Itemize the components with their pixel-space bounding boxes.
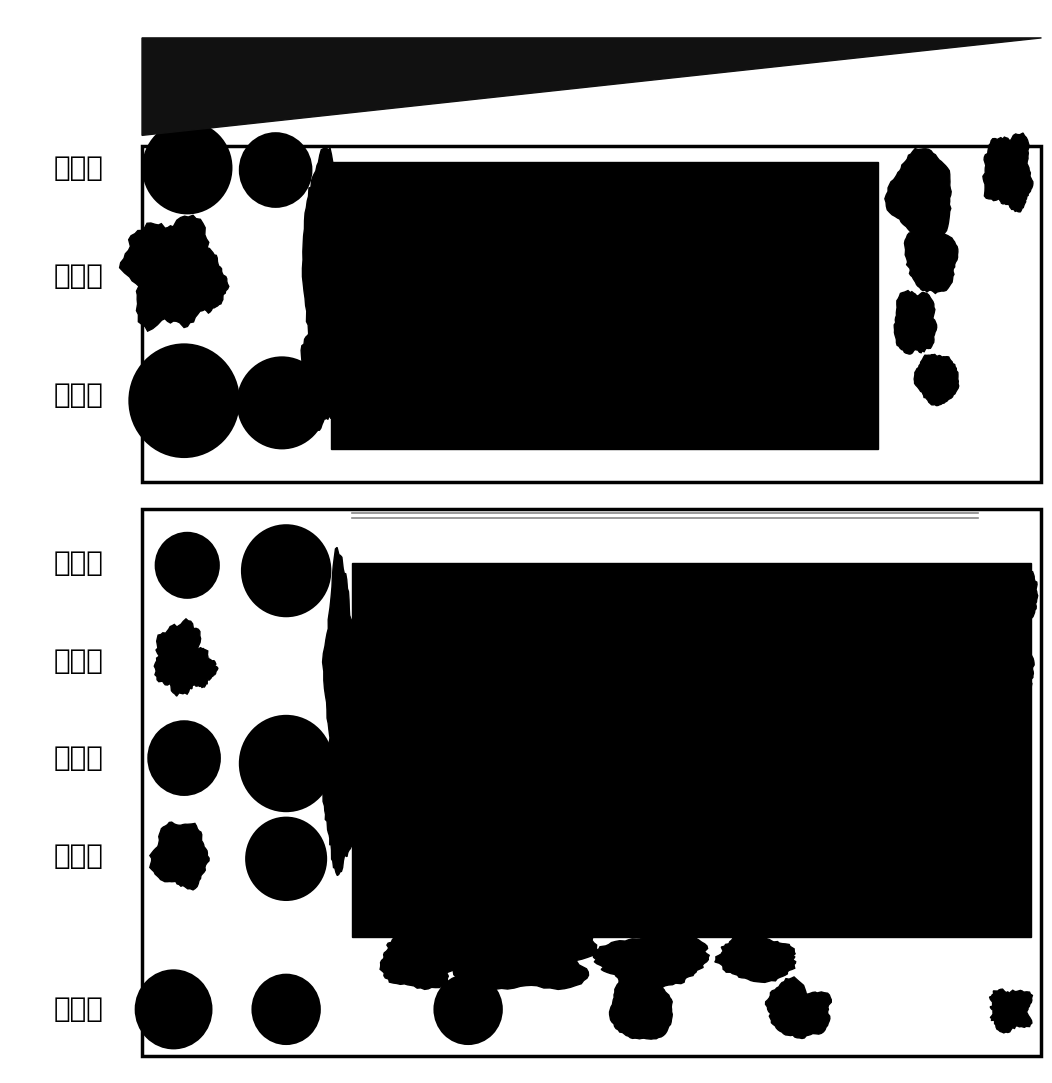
- Circle shape: [136, 970, 211, 1048]
- Bar: [142, 509, 1041, 1056]
- Polygon shape: [997, 166, 1033, 212]
- Polygon shape: [990, 798, 1028, 844]
- Polygon shape: [894, 290, 936, 354]
- Circle shape: [493, 820, 569, 898]
- Circle shape: [129, 344, 239, 457]
- Polygon shape: [183, 648, 218, 688]
- Text: 第四组: 第四组: [54, 549, 104, 577]
- Polygon shape: [914, 354, 958, 406]
- Text: 第八组: 第八组: [54, 995, 104, 1023]
- Polygon shape: [996, 644, 1034, 700]
- Circle shape: [242, 525, 330, 616]
- Circle shape: [246, 818, 326, 900]
- Text: 第七组: 第七组: [54, 841, 104, 870]
- Polygon shape: [323, 723, 355, 875]
- Circle shape: [252, 975, 320, 1044]
- Polygon shape: [155, 618, 206, 696]
- Bar: [142, 146, 1041, 482]
- Text: 第二组: 第二组: [54, 262, 104, 290]
- Polygon shape: [323, 547, 360, 785]
- Polygon shape: [300, 325, 343, 433]
- Polygon shape: [593, 935, 709, 990]
- Polygon shape: [178, 248, 228, 313]
- Circle shape: [240, 133, 311, 207]
- Polygon shape: [302, 146, 346, 374]
- Circle shape: [148, 721, 220, 795]
- Polygon shape: [120, 216, 214, 331]
- Polygon shape: [380, 927, 464, 990]
- Polygon shape: [990, 989, 1032, 1033]
- Text: 第五组: 第五组: [54, 647, 104, 675]
- Text: 第一组: 第一组: [54, 154, 104, 182]
- Polygon shape: [149, 822, 209, 890]
- Polygon shape: [442, 917, 596, 990]
- Circle shape: [238, 357, 326, 448]
- Bar: [352, 563, 1031, 937]
- Polygon shape: [609, 978, 672, 1039]
- Polygon shape: [142, 38, 1041, 135]
- Bar: [331, 162, 878, 449]
- Polygon shape: [983, 133, 1030, 205]
- Polygon shape: [995, 566, 1037, 626]
- Polygon shape: [766, 977, 831, 1039]
- Circle shape: [240, 716, 332, 811]
- Polygon shape: [992, 719, 1029, 775]
- Polygon shape: [714, 935, 795, 982]
- Text: 第三组: 第三组: [54, 381, 104, 409]
- Polygon shape: [885, 148, 951, 239]
- Circle shape: [434, 975, 502, 1044]
- Text: 第六组: 第六组: [54, 744, 104, 772]
- Polygon shape: [905, 227, 958, 293]
- Circle shape: [143, 122, 231, 213]
- Circle shape: [156, 533, 219, 598]
